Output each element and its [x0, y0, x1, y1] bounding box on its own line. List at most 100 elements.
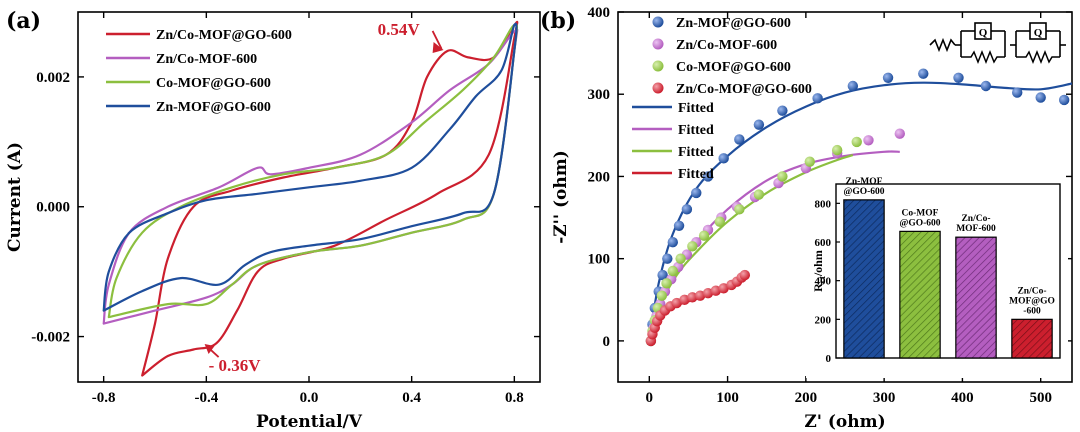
resistor-icon — [1016, 49, 1060, 65]
data-point-3 — [702, 288, 714, 299]
annotation-peak-red: - 0.36V — [209, 356, 262, 375]
data-point-2 — [675, 253, 686, 264]
resistor-icon — [929, 37, 956, 53]
data-point-2 — [687, 241, 698, 252]
data-point-3 — [718, 283, 729, 294]
cpe-label: Q — [1034, 27, 1043, 39]
inset-y-title-rest: /ohm — [811, 250, 825, 277]
legend-label-2: Co-MOF@GO-600 — [156, 76, 271, 91]
data-point-0 — [734, 134, 745, 145]
data-point-0 — [753, 119, 765, 130]
annotation-arrow-ox — [431, 30, 443, 50]
inset-y-title-sub: ct — [817, 276, 827, 283]
legend-label-0: Zn-MOF@GO-600 — [676, 16, 791, 31]
y-tick-label: 200 — [588, 169, 611, 185]
cpe-box — [974, 22, 992, 40]
rct-bar-label: MOF@GO — [1009, 296, 1055, 306]
data-point-2 — [777, 171, 788, 182]
data-point-0 — [673, 220, 685, 231]
legend-marker-1 — [652, 38, 664, 50]
rct-bar-label: MOF-600 — [956, 224, 996, 234]
rct-bar-3 — [1011, 318, 1053, 359]
data-point-0 — [718, 153, 729, 164]
y-tick-label: 0.002 — [36, 70, 70, 86]
data-point-2 — [734, 204, 745, 215]
annotation-peak-ox: 0.54V — [378, 20, 421, 39]
annotation-arrowhead-ox — [432, 41, 444, 53]
data-point-0 — [777, 105, 788, 116]
rct-bar-2 — [955, 236, 997, 359]
rct-bar-label: @GO-600 — [843, 187, 884, 197]
fit-line-0 — [648, 81, 1073, 342]
y-tick-label: 0 — [603, 334, 611, 350]
x-tick-label: 0.8 — [505, 390, 524, 406]
rct-bar-label: Zn-MOF — [846, 177, 883, 187]
data-point-1 — [863, 135, 874, 146]
cv-curve-1 — [102, 28, 519, 325]
data-point-0 — [1035, 92, 1046, 103]
axes-frame — [617, 11, 1073, 383]
data-point-2 — [831, 144, 843, 156]
data-point-2 — [714, 216, 725, 227]
data-point-2 — [851, 136, 862, 148]
legend-fit-label-2: Fitted — [678, 145, 714, 160]
data-point-2 — [656, 290, 668, 301]
x-tick-label: 0 — [646, 390, 654, 406]
inset-y-tick-label: 0 — [826, 353, 832, 365]
data-point-2 — [661, 278, 672, 289]
data-point-1 — [894, 128, 905, 139]
cpe-box — [1029, 22, 1047, 40]
axes-frame — [77, 11, 541, 383]
x-tick-label: 300 — [873, 390, 896, 406]
data-point-0 — [812, 93, 823, 104]
legend-label-1: Zn/Co-MOF-600 — [156, 52, 257, 67]
y-axis-title: Current (A) — [5, 142, 25, 252]
rct-bar-0 — [843, 199, 885, 359]
cv-curve-2 — [107, 23, 519, 319]
cv-panel: (a) -0.8 -0.4 0.0 0.4 0.8 -0.002 0.000 0.002 0.54… — [5, 8, 541, 432]
data-point-2 — [753, 189, 765, 200]
data-point-0 — [702, 171, 714, 182]
data-point-0 — [691, 187, 702, 199]
x-tick-label: 0.0 — [300, 390, 319, 406]
legend-label-2: Co-MOF@GO-600 — [676, 60, 791, 75]
data-point-0 — [667, 237, 678, 248]
data-point-0 — [953, 72, 964, 83]
rct-bar-label: Zn/Co- — [961, 214, 990, 224]
data-point-3 — [710, 285, 722, 296]
data-point-0 — [662, 253, 673, 264]
data-point-0 — [657, 269, 668, 281]
legend-fit-label-3: Fitted — [678, 167, 714, 182]
data-point-0 — [1058, 94, 1070, 106]
data-point-3 — [687, 292, 698, 303]
data-point-3 — [739, 269, 751, 281]
y-tick-label: 400 — [588, 5, 611, 21]
y-axis-title: -Z'' (ohm) — [551, 150, 571, 244]
legend-label-3: Zn/Co-MOF@GO-600 — [676, 82, 812, 97]
annotation-arrowhead-red — [204, 344, 215, 355]
legend-marker-3 — [652, 82, 664, 94]
x-tick-label: -0.4 — [194, 390, 218, 406]
data-point-2 — [667, 265, 678, 277]
rct-bar-1 — [899, 230, 941, 359]
x-tick-label: 500 — [1029, 390, 1052, 406]
x-tick-label: 400 — [951, 390, 974, 406]
x-tick-label: 200 — [795, 390, 818, 406]
legend-fit-label-0: Fitted — [678, 101, 714, 116]
data-point-3 — [671, 297, 682, 309]
panel-label: (a) — [6, 8, 41, 34]
data-point-0 — [882, 72, 894, 83]
eis-panel: (b)0 100 200 300 400 5000100200300400Zn-MOF@G… — [540, 5, 1073, 432]
x-tick-label: -0.8 — [92, 390, 116, 406]
inset-y-title-main: R — [811, 283, 825, 292]
data-point-2 — [804, 156, 815, 167]
data-point-3 — [679, 294, 690, 305]
legend-marker-2 — [652, 60, 664, 72]
data-point-0 — [1012, 87, 1023, 98]
rct-bar-label: Co-MOF — [902, 208, 939, 218]
legend-label-1: Zn/Co-MOF-600 — [676, 38, 777, 53]
data-point-3 — [694, 290, 706, 301]
inset-y-tick-label: 800 — [815, 198, 832, 210]
